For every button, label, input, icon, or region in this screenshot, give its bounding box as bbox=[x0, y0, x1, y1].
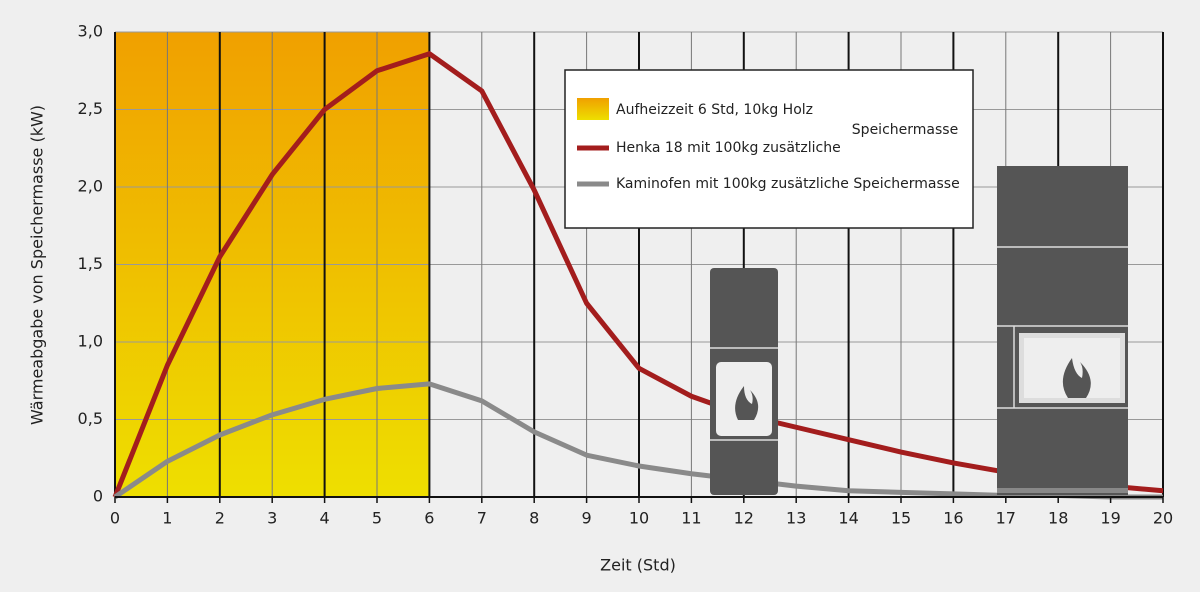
x-tick-label: 4 bbox=[320, 509, 330, 528]
series-line bbox=[112, 51, 1164, 498]
y-tick-label: 1,0 bbox=[78, 332, 103, 351]
x-tick-label: 11 bbox=[681, 509, 701, 528]
x-tick-label: 16 bbox=[943, 509, 963, 528]
y-tick-label: 0 bbox=[93, 487, 103, 506]
legend-label: Kaminofen mit 100kg zusätzliche Speicher… bbox=[616, 176, 960, 192]
x-tick-label: 17 bbox=[996, 509, 1016, 528]
x-tick-label: 1 bbox=[162, 509, 172, 528]
x-tick-label: 2 bbox=[215, 509, 225, 528]
x-tick-label: 3 bbox=[267, 509, 277, 528]
x-tick-label: 14 bbox=[838, 509, 858, 528]
x-tick-label: 5 bbox=[372, 509, 382, 528]
x-axis-title: Zeit (Std) bbox=[600, 556, 676, 575]
x-tick-label: 12 bbox=[734, 509, 754, 528]
y-tick-label: 2,0 bbox=[78, 177, 103, 196]
y-tick-label: 3,0 bbox=[78, 22, 103, 41]
x-tick-label: 13 bbox=[786, 509, 806, 528]
stove-large bbox=[997, 166, 1128, 495]
legend-label: Henka 18 mit 100kg zusätzliche bbox=[616, 140, 841, 156]
x-tick-label: 10 bbox=[629, 509, 649, 528]
y-axis-title: Wärmeabgabe von Speichermasse (kW) bbox=[28, 105, 47, 425]
series-line bbox=[113, 381, 1163, 500]
x-tick-label: 15 bbox=[891, 509, 911, 528]
x-tick-label: 18 bbox=[1048, 509, 1068, 528]
legend-box bbox=[564, 69, 974, 229]
x-tick-label: 19 bbox=[1100, 509, 1120, 528]
y-tick-label: 1,5 bbox=[78, 254, 103, 273]
stove-icons bbox=[710, 166, 1128, 495]
x-tick-label: 8 bbox=[529, 509, 539, 528]
stove-small bbox=[710, 268, 778, 495]
legend-label: Aufheizzeit 6 Std, 10kg Holz bbox=[616, 102, 813, 118]
annotation: Speichermasse bbox=[852, 122, 958, 138]
x-tick-label: 6 bbox=[424, 509, 434, 528]
legend-swatch bbox=[577, 98, 609, 120]
x-tick-label: 0 bbox=[110, 509, 120, 528]
y-tick-label: 0,5 bbox=[78, 409, 103, 428]
x-tick-label: 9 bbox=[582, 509, 592, 528]
x-tick-label: 7 bbox=[477, 509, 487, 528]
x-tick-label: 20 bbox=[1153, 509, 1173, 528]
y-tick-label: 2,5 bbox=[78, 99, 103, 118]
